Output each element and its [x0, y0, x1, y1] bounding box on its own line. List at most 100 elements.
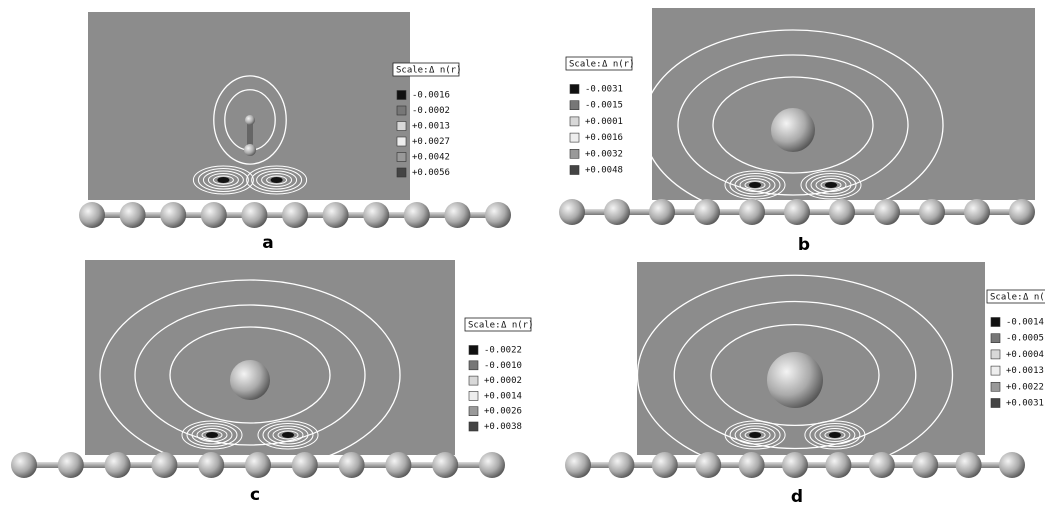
adsorbate	[230, 360, 270, 400]
legend-swatch	[991, 382, 1000, 391]
legend-swatch	[397, 106, 406, 115]
legend-entry: +0.0042	[412, 153, 450, 163]
substrate-atom	[999, 452, 1025, 478]
panel: dScale:Δ n(r)-0.0014-0.0005+0.0004+0.001…	[565, 262, 1045, 507]
legend-entry: +0.0026	[484, 407, 522, 417]
legend-entry: -0.0010	[484, 361, 522, 371]
panel-label: b	[798, 235, 810, 255]
substrate-atom	[565, 452, 591, 478]
substrate-atom	[404, 202, 430, 228]
legend-entry: +0.0016	[585, 133, 623, 143]
legend-entry: +0.0027	[412, 137, 450, 147]
substrate-atom	[282, 202, 308, 228]
legend-entry: -0.0002	[412, 106, 450, 116]
substrate-atom	[444, 202, 470, 228]
substrate-atom	[869, 452, 895, 478]
substrate-atom	[694, 199, 720, 225]
substrate-atom	[608, 452, 634, 478]
substrate-atom	[241, 202, 267, 228]
substrate-atom	[739, 452, 765, 478]
legend-entry: +0.0002	[484, 376, 522, 386]
legend-swatch	[570, 117, 579, 126]
legend-swatch	[991, 399, 1000, 408]
legend-entry: +0.0056	[412, 168, 450, 178]
legend-quantity: Δ n(r)	[501, 321, 534, 331]
substrate-atom	[201, 202, 227, 228]
legend-swatch	[570, 166, 579, 175]
substrate-atom	[292, 452, 318, 478]
adsorbate	[771, 108, 815, 152]
substrate-atom	[120, 202, 146, 228]
substrate-atom	[874, 199, 900, 225]
legend-entry: -0.0005	[1006, 334, 1044, 344]
legend-entry: -0.0015	[585, 101, 623, 111]
substrate-atom	[79, 202, 105, 228]
legend-entry: +0.0004	[1006, 350, 1044, 360]
legend-swatch	[991, 350, 1000, 359]
legend-swatch	[469, 346, 478, 355]
substrate-atom	[956, 452, 982, 478]
legend-swatch	[397, 91, 406, 100]
legend-quantity: Δ n(r)	[1023, 293, 1045, 303]
panel-label: c	[250, 485, 260, 505]
legend-swatch	[469, 391, 478, 400]
legend-title: Scale:	[468, 321, 501, 331]
panel-label: d	[791, 487, 803, 507]
legend-entry: +0.0038	[484, 422, 522, 432]
substrate-atom	[160, 202, 186, 228]
substrate-atom	[784, 199, 810, 225]
contour-hole	[825, 182, 837, 188]
substrate-atom	[782, 452, 808, 478]
legend-swatch	[991, 318, 1000, 327]
substrate-atom	[829, 199, 855, 225]
density-map	[652, 8, 1035, 200]
contour-hole	[206, 432, 218, 438]
substrate-atom	[485, 202, 511, 228]
contour-hole	[217, 177, 229, 183]
density-map	[85, 260, 455, 455]
substrate-atom	[479, 452, 505, 478]
substrate-atom	[604, 199, 630, 225]
substrate-atom	[559, 199, 585, 225]
substrate-atom	[245, 452, 271, 478]
substrate-atom	[105, 452, 131, 478]
legend-swatch	[469, 422, 478, 431]
substrate-atom	[198, 452, 224, 478]
legend-swatch	[570, 133, 579, 142]
adsorbate	[245, 115, 255, 125]
legend-entry: -0.0016	[412, 91, 450, 101]
panel: c Scale:Δ n(r) -0.0022 -0.0010 +0.0002 +0.001…	[11, 260, 534, 505]
substrate-atom	[652, 452, 678, 478]
legend-entry: -0.0031	[585, 85, 623, 95]
substrate-atom	[964, 199, 990, 225]
legend-swatch	[570, 101, 579, 110]
contour-hole	[749, 182, 761, 188]
substrate-atom	[825, 452, 851, 478]
legend-entry: +0.0013	[1006, 366, 1044, 376]
legend-title: Scale:	[990, 293, 1023, 303]
legend-swatch	[397, 168, 406, 177]
legend-entry: +0.0001	[585, 117, 623, 127]
density-map	[88, 12, 410, 200]
substrate-atom	[695, 452, 721, 478]
substrate-atom	[339, 452, 365, 478]
legend-entry: -0.0022	[484, 346, 522, 356]
substrate-atom	[649, 199, 675, 225]
contour-hole	[749, 432, 761, 438]
legend-swatch	[570, 85, 579, 94]
legend-entry: +0.0014	[484, 391, 522, 401]
substrate-atom	[1009, 199, 1035, 225]
substrate-atom	[58, 452, 84, 478]
legend-quantity: Δ n(r)	[429, 66, 462, 76]
legend-swatch	[397, 122, 406, 131]
legend-title: Scale:	[569, 60, 602, 70]
contour-hole	[282, 432, 294, 438]
panel: aScale:Δ n(r)-0.0016-0.0002+0.0013+0.002…	[79, 12, 511, 253]
substrate-atom	[323, 202, 349, 228]
legend-swatch	[991, 366, 1000, 375]
substrate-atom	[432, 452, 458, 478]
substrate-atom	[151, 452, 177, 478]
contour-hole	[829, 432, 841, 438]
figure: aScale:Δ n(r)-0.0016-0.0002+0.0013+0.002…	[0, 0, 1045, 507]
